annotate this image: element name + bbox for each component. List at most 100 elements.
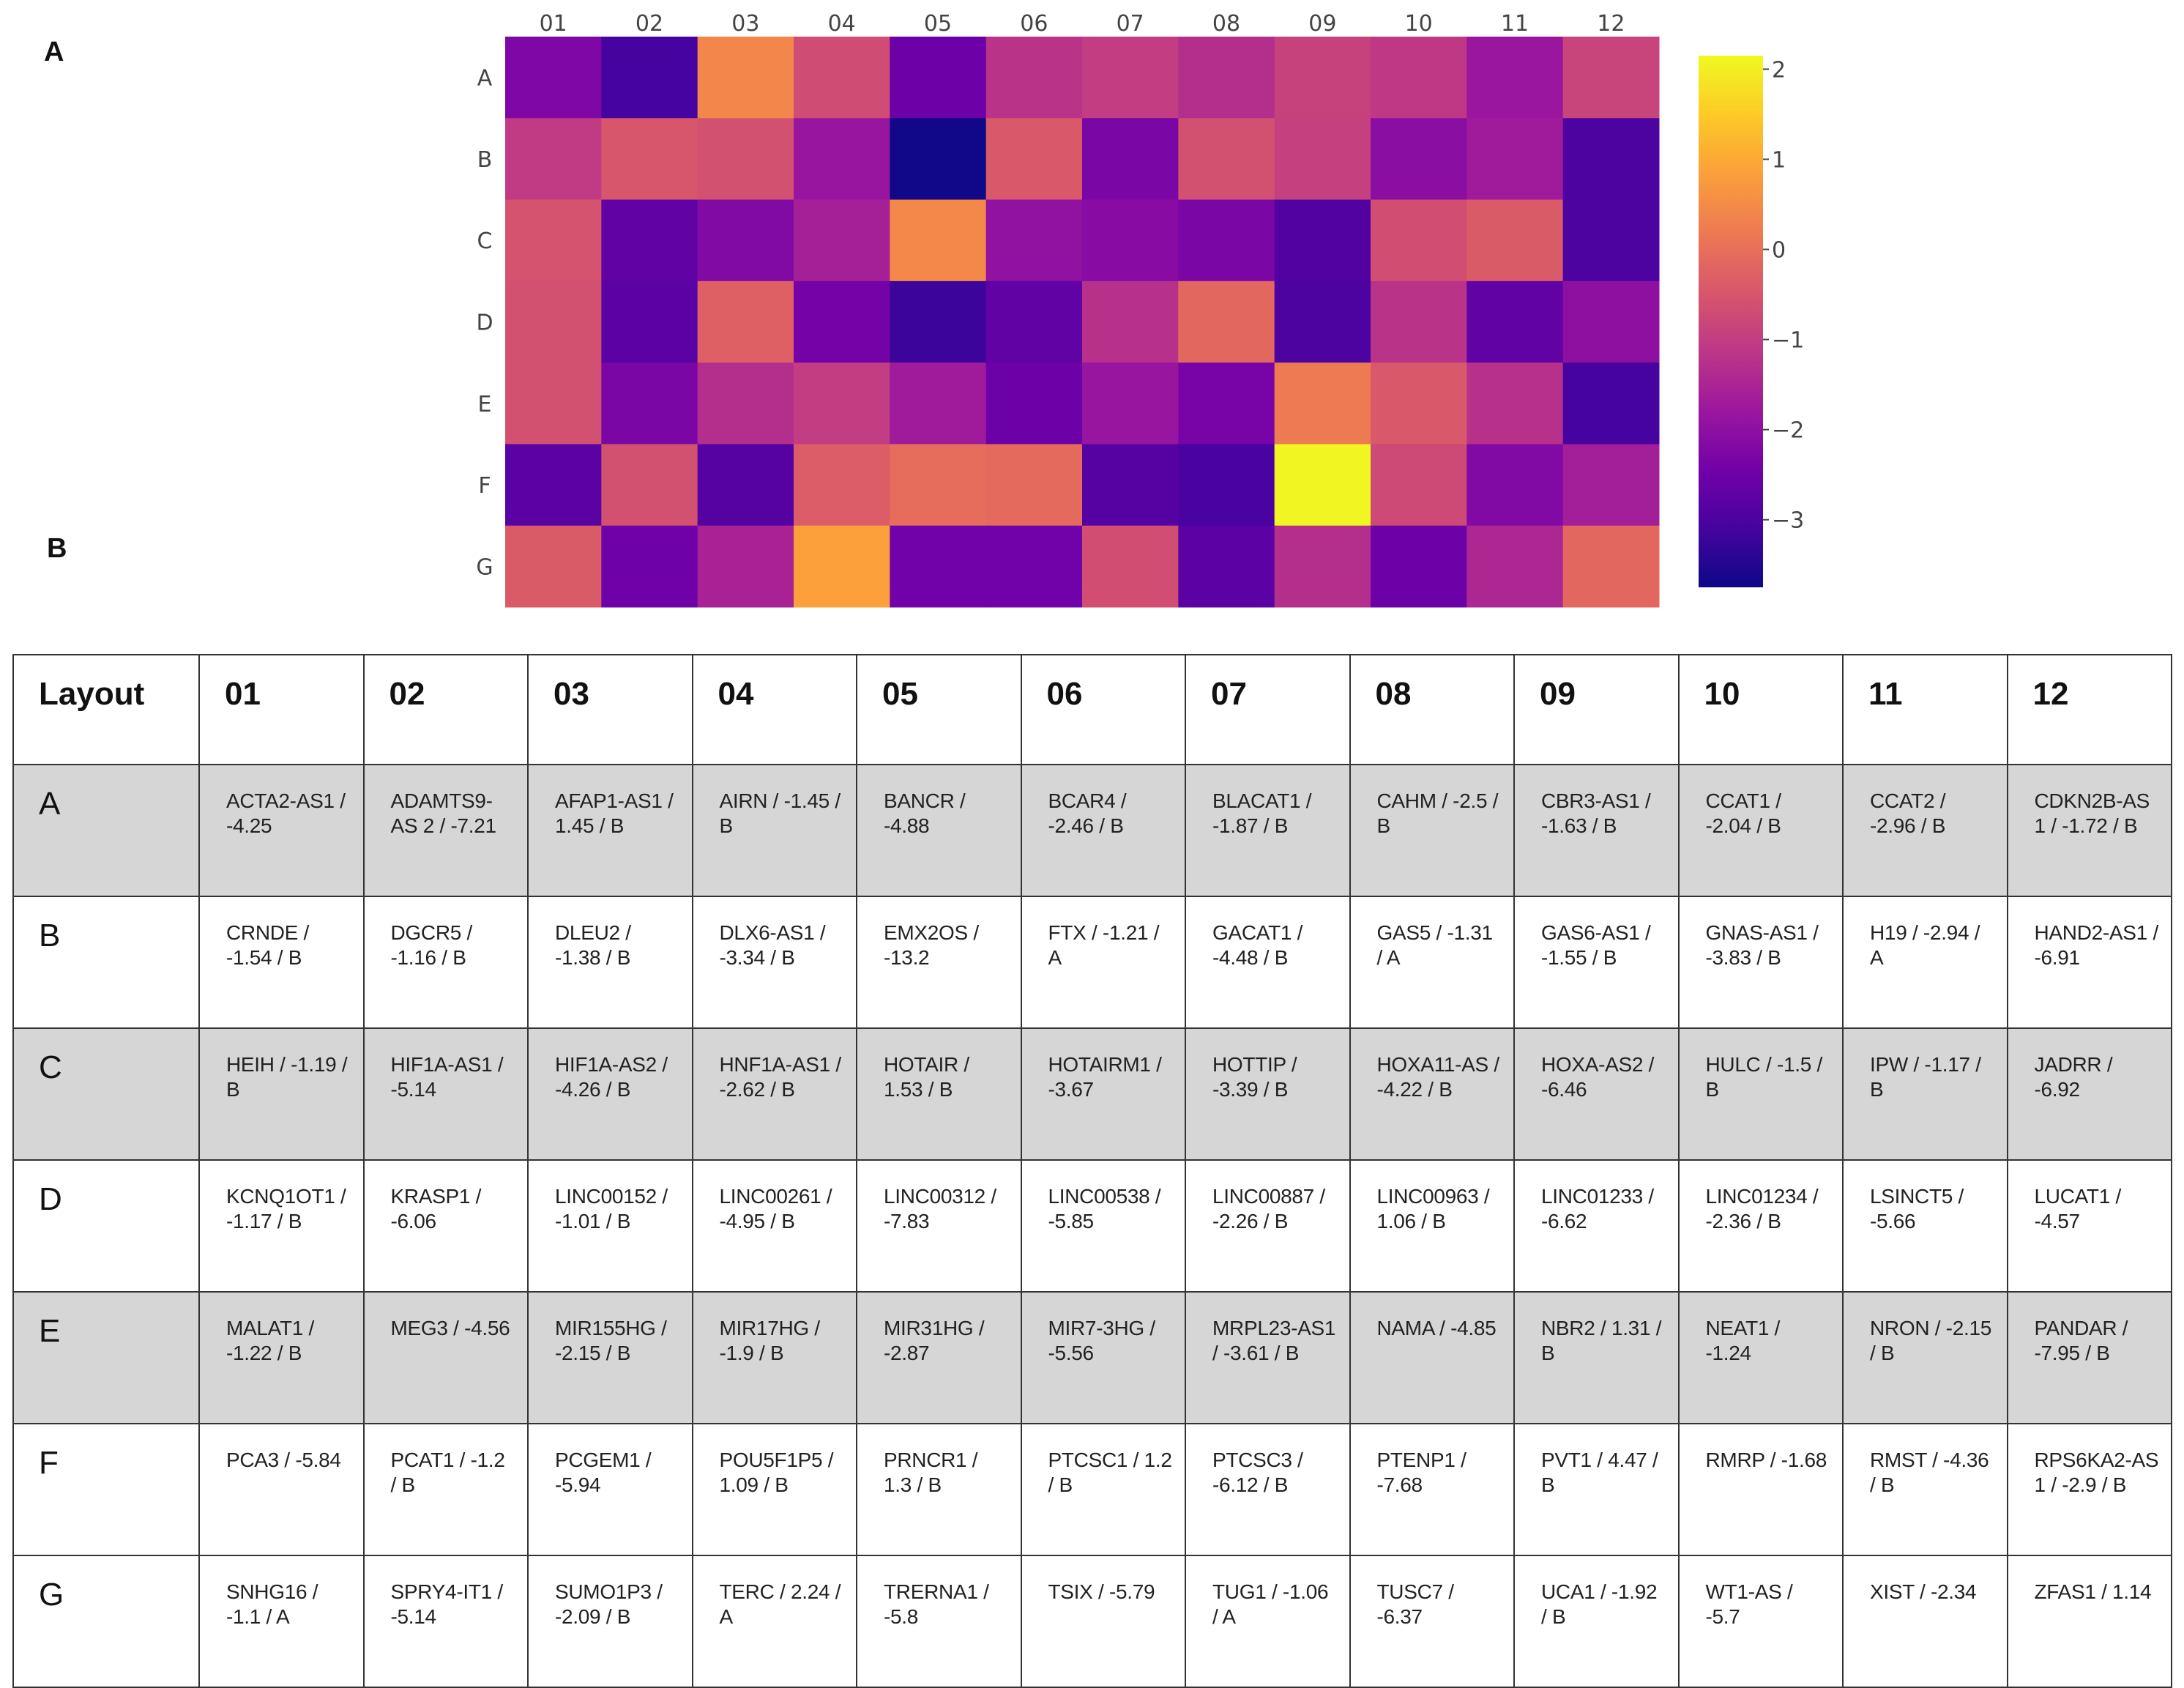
heatmap-cell-C01 xyxy=(505,199,602,282)
heatmap-cell-C05 xyxy=(890,199,987,282)
heatmap-cell-D02 xyxy=(601,280,698,363)
table-cell: WT1-AS / -5.7 xyxy=(1677,1555,1844,1688)
table-cell-text: PTCSC1 / 1.2 / B xyxy=(1048,1449,1172,1496)
table-cell-text: GNAS-AS1 / -3.83 / B xyxy=(1705,921,1819,969)
heatmap-cell-F09 xyxy=(1274,444,1371,527)
colorbar-tick-label: 0 xyxy=(1772,238,1786,264)
table-cell: MALAT1 / -1.22 / B xyxy=(198,1291,365,1424)
table-cell: HOTAIRM1 / -3.67 xyxy=(1020,1027,1186,1161)
table-cell-text: GAS6-AS1 / -1.55 / B xyxy=(1541,921,1651,969)
panel-label-a: A xyxy=(44,37,64,67)
table-cell-text: HOTAIR / 1.53 / B xyxy=(884,1053,969,1101)
heatmap-cell-G06 xyxy=(985,525,1083,608)
heatmap-cell-F04 xyxy=(794,444,890,527)
table-cell: LSINCT5 / -5.66 xyxy=(1842,1159,2008,1293)
heatmap-cell-G04 xyxy=(794,525,890,608)
table-cell-text: MEG3 / -4.56 xyxy=(390,1317,510,1339)
table-cell-text: EMX2OS / -13.2 xyxy=(884,921,979,969)
table-cell: MEG3 / -4.56 xyxy=(362,1291,529,1424)
table-cell: CAHM / -2.5 / B xyxy=(1349,764,1515,897)
heatmap-cell-E06 xyxy=(985,362,1083,445)
table-cell: PCA3 / -5.84 xyxy=(198,1423,365,1556)
table-row: D KCNQ1OT1 / -1.17 / B KRASP1 / -6.06 LINC0… xyxy=(12,1159,2172,1293)
heatmap-cell-E12 xyxy=(1562,362,1660,445)
table-cell: PCGEM1 / -5.94 xyxy=(527,1423,693,1556)
table-cell-text: WT1-AS / -5.7 xyxy=(1705,1580,1793,1628)
heatmap-cell-F06 xyxy=(985,444,1083,527)
table-cell: HEIH / -1.19 / B xyxy=(198,1027,365,1161)
table-cell-text: PCA3 / -5.84 xyxy=(226,1449,341,1471)
heatmap-cell-E05 xyxy=(890,362,987,445)
table-cell-text: BANCR / -4.88 xyxy=(884,789,966,837)
heatmap-cell-B04 xyxy=(794,118,890,201)
column-tick-label: 05 xyxy=(924,11,952,37)
table-cell-text: HULC / -1.5 / B xyxy=(1705,1053,1823,1101)
heatmap-cell-E04 xyxy=(794,362,890,445)
heatmap-cell-G05 xyxy=(890,525,987,608)
table-cell-text: LINC00963 / 1.06 / B xyxy=(1376,1185,1490,1232)
table-row-label: B xyxy=(12,896,200,1029)
heatmap-cell-F07 xyxy=(1082,444,1179,527)
heatmap-cell-D03 xyxy=(697,280,794,363)
table-cell-text: IPW / -1.17 / B xyxy=(1870,1053,1981,1101)
table-cell-text: DLEU2 / -1.38 / B xyxy=(555,921,631,969)
table-cell: HULC / -1.5 / B xyxy=(1677,1027,1844,1161)
heatmap-cell-E09 xyxy=(1274,362,1371,445)
heatmap-cell-A12 xyxy=(1562,37,1660,119)
table-header-col-02: 02 xyxy=(362,654,529,765)
table-cell: PANDAR / -7.95 / B xyxy=(2006,1291,2172,1424)
table-cell-text: HIF1A-AS1 / -5.14 xyxy=(390,1053,504,1101)
table-cell-text: TERC / 2.24 / A xyxy=(719,1580,841,1628)
table-cell-text: RMRP / -1.68 xyxy=(1705,1449,1827,1471)
heatmap-cell-E11 xyxy=(1466,362,1564,445)
table-row: G SNHG16 / -1.1 / A SPRY4-IT1 / -5.14 SUMO1… xyxy=(12,1555,2172,1688)
table-cell-text: PVT1 / 4.47 / B xyxy=(1541,1449,1658,1496)
table-cell-text: MRPL23-AS1 / -3.61 / B xyxy=(1212,1317,1336,1364)
heatmap-cell-A05 xyxy=(890,37,987,119)
table-cell-text: HAND2-AS1 / -6.91 xyxy=(2034,921,2159,969)
table-cell-text: MIR31HG / -2.87 xyxy=(884,1317,985,1364)
row-tick-label: C xyxy=(477,228,493,254)
colorbar-tick-label: −3 xyxy=(1772,508,1804,534)
heatmap-cell-G08 xyxy=(1178,525,1275,608)
heatmap-cells xyxy=(505,37,1660,608)
table-cell: HNF1A-AS1 / -2.62 / B xyxy=(691,1027,857,1161)
table-row: B CRNDE / -1.54 / B DGCR5 / -1.16 / B DLEU2… xyxy=(12,896,2172,1029)
heatmap-cell-E08 xyxy=(1178,362,1275,445)
table-cell: LINC01233 / -6.62 xyxy=(1513,1159,1680,1293)
heatmap-cell-G09 xyxy=(1274,525,1371,608)
heatmap-cell-B09 xyxy=(1274,118,1371,201)
table-row-label: E xyxy=(12,1291,200,1424)
table-cell: TRERNA1 / -5.8 xyxy=(856,1555,1022,1688)
table-header-layout: Layout xyxy=(12,654,200,765)
table-header-col-05: 05 xyxy=(856,654,1022,765)
table-cell: DLEU2 / -1.38 / B xyxy=(527,896,693,1029)
table-header-col-04: 04 xyxy=(691,654,857,765)
table-header-col-07: 07 xyxy=(1185,654,1351,765)
table-cell-text: SNHG16 / -1.1 / A xyxy=(226,1580,318,1628)
heatmap-cell-F01 xyxy=(505,444,602,527)
table-cell: PTCSC3 / -6.12 / B xyxy=(1185,1423,1351,1556)
column-tick-label: 12 xyxy=(1597,11,1625,37)
colorbar-tick-label: 2 xyxy=(1772,57,1786,83)
table-cell: CDKN2B-AS 1 / -1.72 / B xyxy=(2006,764,2172,897)
table-header-col-03: 03 xyxy=(527,654,693,765)
table-cell-text: HNF1A-AS1 / -2.62 / B xyxy=(719,1053,842,1101)
table-cell: ACTA2-AS1 / -4.25 xyxy=(198,764,365,897)
heatmap-cell-A06 xyxy=(985,37,1083,119)
table-row-label: C xyxy=(12,1027,200,1161)
table-cell-text: LINC01234 / -2.36 / B xyxy=(1705,1185,1819,1232)
heatmap-cell-A10 xyxy=(1371,37,1467,119)
heatmap-cell-D07 xyxy=(1082,280,1179,363)
table-cell-text: TUSC7 / -6.37 xyxy=(1376,1580,1455,1628)
table-cell-text: HIF1A-AS2 / -4.26 / B xyxy=(555,1053,668,1101)
row-tick-label: E xyxy=(478,392,492,417)
table-cell: TUG1 / -1.06 / A xyxy=(1185,1555,1351,1688)
table-cell: LINC00538 / -5.85 xyxy=(1020,1159,1186,1293)
table-cell: SPRY4-IT1 / -5.14 xyxy=(362,1555,529,1688)
table-cell: GNAS-AS1 / -3.83 / B xyxy=(1677,896,1844,1029)
heatmap-cell-D05 xyxy=(890,280,987,363)
table-cell-text: PANDAR / -7.95 / B xyxy=(2034,1317,2128,1364)
heatmap-cell-G11 xyxy=(1466,525,1564,608)
